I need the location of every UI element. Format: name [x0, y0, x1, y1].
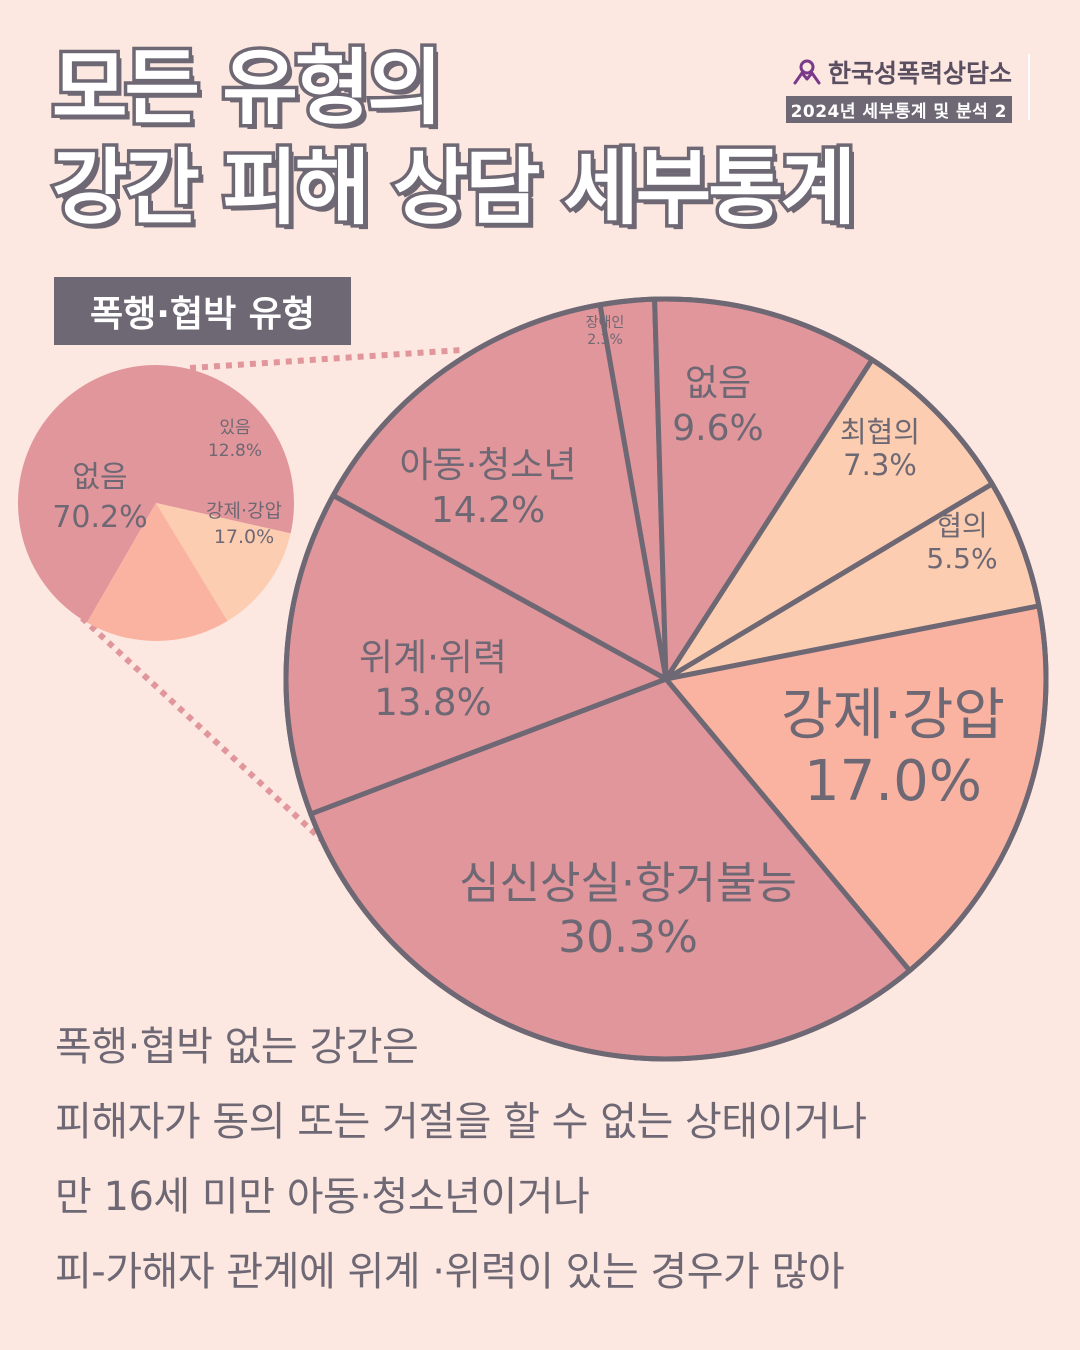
big-pie-value-label: 9.6%: [672, 408, 763, 449]
big-pie-value-label: 2.3%: [587, 332, 623, 348]
description-line: 피-가해자 관계에 위계 ·위력이 있는 경우가 많아: [55, 1249, 845, 1295]
big-pie-value-label: 17.0%: [804, 749, 982, 814]
small-pie-slice: [156, 503, 291, 622]
description-line: 만 16세 미만 아동·청소년이거나: [55, 1174, 590, 1220]
small-pie-slice: [87, 503, 228, 641]
big-pie-category-label: 강제·강압: [781, 683, 1005, 748]
org-badge: 한국성폭력상담소 2024년 세부통계 및 분석 2: [785, 54, 1012, 123]
report-subtitle: 2024년 세부통계 및 분석 2: [785, 96, 1012, 123]
small-pie-category-label: 강제·강압: [206, 500, 282, 522]
description: 폭행·협박 없는 강간은 피해자가 동의 또는 거절을 할 수 없는 상태이거나…: [55, 1010, 867, 1310]
small-pie-category-label: 있음: [219, 418, 250, 438]
connector-line-top: [189, 347, 463, 371]
person-logo-icon: [793, 59, 821, 85]
description-line: 피해자가 동의 또는 거절을 할 수 없는 상태이거나: [55, 1099, 867, 1145]
divider: [1028, 54, 1030, 120]
big-pie-value-label: 14.2%: [431, 490, 545, 531]
small-pie-slice: [17, 365, 294, 623]
org-name: 한국성폭력상담소: [827, 59, 1012, 88]
page-title-line-2: 강간 피해 상담 세부통계: [48, 141, 859, 236]
big-pie-outline: [283, 296, 1049, 1062]
big-pie-value-label: 13.8%: [374, 681, 492, 724]
big-pie-category-label: 협의: [936, 509, 988, 542]
big-pie-category-label: 없음: [685, 363, 751, 404]
big-pie-value-label: 5.5%: [926, 542, 997, 575]
small-pie-category-label: 없음: [72, 460, 127, 495]
big-pie-category-label: 장애인: [586, 315, 625, 331]
big-pie-value-label: 7.3%: [843, 448, 917, 482]
big-pie-category-label: 아동·청소년: [399, 445, 576, 486]
small-pie-value-label: 70.2%: [52, 500, 147, 535]
section-label: 폭행·협박 유형: [54, 277, 351, 345]
big-pie-category-label: 심신상실·항거불능: [459, 858, 797, 909]
description-line: 폭행·협박 없는 강간은: [55, 1024, 419, 1070]
big-pie-category-label: 위계·위력: [359, 636, 507, 679]
small-pie-value-label: 12.8%: [208, 441, 262, 461]
big-pie-value-label: 30.3%: [558, 912, 698, 963]
page-title-line-1: 모든 유형의: [49, 41, 447, 136]
org-name-row: 한국성폭력상담소: [786, 54, 1012, 90]
big-pie-category-label: 최협의: [840, 415, 920, 449]
small-pie-value-label: 17.0%: [214, 526, 274, 548]
